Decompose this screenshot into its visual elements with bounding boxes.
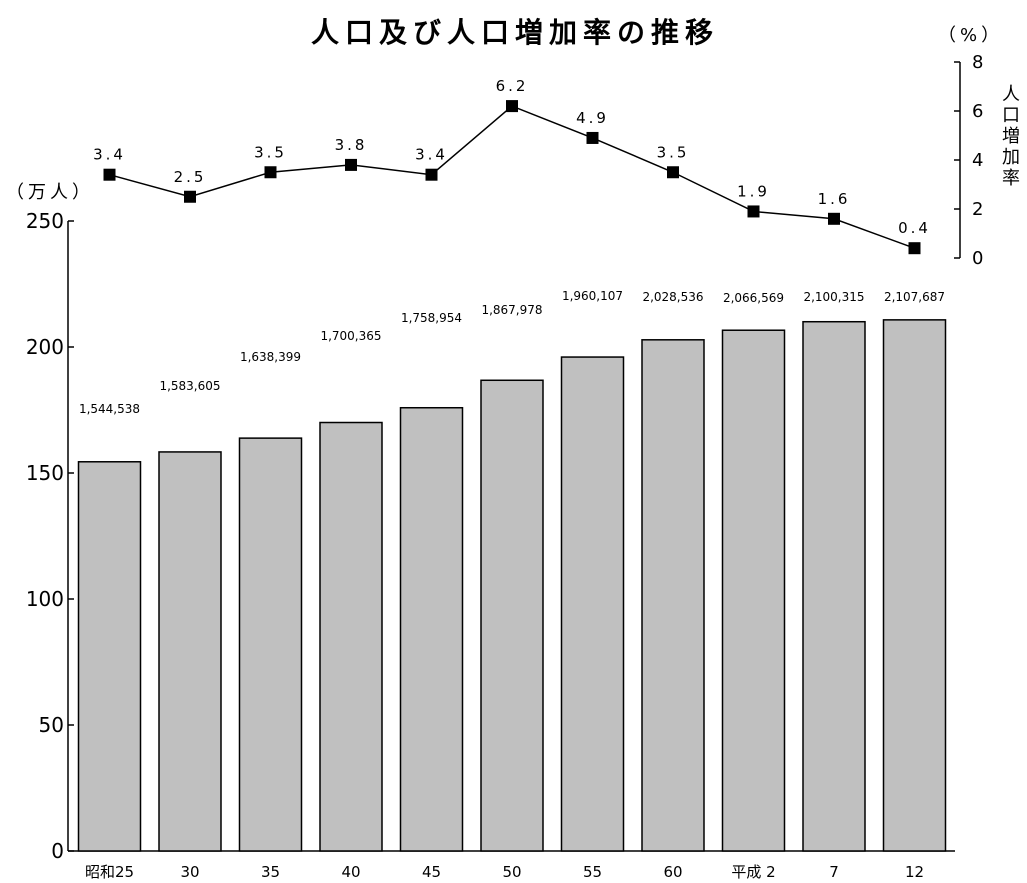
rate-data-label: 3.4 xyxy=(93,146,126,164)
bar xyxy=(802,320,866,852)
bar xyxy=(399,406,464,852)
bar-data-label: 1,700,365 xyxy=(320,329,381,343)
category-label: 平成 2 xyxy=(731,863,775,881)
bar xyxy=(641,339,705,852)
bar xyxy=(721,329,786,852)
bar xyxy=(480,379,544,852)
category-label: 12 xyxy=(905,863,924,881)
category-label: 55 xyxy=(583,863,602,881)
right-axis-unit: （%） xyxy=(938,25,1003,46)
rate-series: 3.4 2.5 3.5 3.8 3.4 6.2 4.9 3.5 1.9 1.6 0.4 xyxy=(93,77,931,255)
bar xyxy=(77,461,142,852)
bar-data-label: 1,544,538 xyxy=(79,402,140,416)
rate-marker xyxy=(828,212,840,225)
bar-data-label: 1,758,954 xyxy=(401,311,462,325)
bar-data-label: 2,100,315 xyxy=(803,290,864,304)
bar xyxy=(560,356,625,852)
category-label: 35 xyxy=(261,863,280,881)
bar-data-label: 1,960,107 xyxy=(562,289,623,303)
right-axis-tick-label: 0 xyxy=(972,248,983,269)
bar-data-label: 1,638,399 xyxy=(240,350,301,364)
left-axis-tick-label: 50 xyxy=(39,713,64,737)
rate-data-label: 3.5 xyxy=(254,143,287,161)
right-axis-tick-label: 4 xyxy=(972,150,983,171)
right-axis: 0 2 4 6 8 xyxy=(954,52,983,269)
category-labels: 昭和25 30 35 40 45 50 55 60 平成 2 7 12 xyxy=(85,863,924,881)
left-axis-tick-label: 200 xyxy=(26,335,64,359)
rate-data-label: 0.4 xyxy=(898,219,931,237)
rate-data-label: 3.4 xyxy=(415,146,448,164)
rate-line xyxy=(109,105,915,249)
category-label: 7 xyxy=(829,863,839,881)
bar xyxy=(158,451,222,852)
left-axis-unit: （万人） xyxy=(6,182,94,203)
rate-marker xyxy=(425,168,438,181)
rate-marker xyxy=(345,158,357,171)
rate-data-label: 6.2 xyxy=(496,77,529,95)
left-axis-tick-label: 150 xyxy=(26,461,64,485)
category-label: 30 xyxy=(180,863,199,881)
right-axis-tick-label: 2 xyxy=(972,199,983,220)
bar xyxy=(319,421,383,852)
rate-data-label: 2.5 xyxy=(174,168,207,186)
right-axis-tick-label: 8 xyxy=(972,52,983,73)
rate-marker xyxy=(667,166,679,179)
rate-data-label: 3.5 xyxy=(657,143,690,161)
category-label: 昭和25 xyxy=(85,863,134,881)
rate-marker xyxy=(184,190,196,203)
rate-marker xyxy=(586,131,599,144)
bar-data-label: 1,867,978 xyxy=(481,303,542,317)
bar-data-labels: 1,544,538 1,583,605 1,638,399 1,700,365 1,75… xyxy=(79,289,945,416)
rate-marker xyxy=(747,205,760,218)
rate-data-label: 1.9 xyxy=(737,182,770,200)
bar-data-label: 2,107,687 xyxy=(884,290,945,304)
rate-marker xyxy=(908,242,921,255)
bar-data-label: 2,066,569 xyxy=(723,291,784,305)
category-label: 40 xyxy=(341,863,360,881)
left-axis-tick-label: 100 xyxy=(26,587,64,611)
rate-data-label: 1.6 xyxy=(818,190,851,208)
category-label: 50 xyxy=(502,863,521,881)
left-axis-tick-label: 0 xyxy=(51,839,64,863)
bar xyxy=(238,437,303,852)
rate-data-label: 3.8 xyxy=(335,136,368,154)
bar xyxy=(882,319,947,852)
rate-marker xyxy=(103,168,116,181)
bar-data-label: 1,583,605 xyxy=(159,379,220,393)
left-axis-tick-label: 250 xyxy=(26,209,64,233)
bar-series xyxy=(77,319,947,852)
right-axis-tick-label: 6 xyxy=(972,101,983,122)
chart-title: 人口及び人口増加率の推移 xyxy=(311,16,719,49)
bar-data-label: 2,028,536 xyxy=(642,290,703,304)
rate-data-label: 4.9 xyxy=(576,109,609,127)
rate-marker xyxy=(264,166,277,179)
category-label: 45 xyxy=(422,863,441,881)
right-axis-label: 人口増加率 xyxy=(1002,84,1020,189)
category-label: 60 xyxy=(663,863,682,881)
rate-marker xyxy=(506,100,518,113)
